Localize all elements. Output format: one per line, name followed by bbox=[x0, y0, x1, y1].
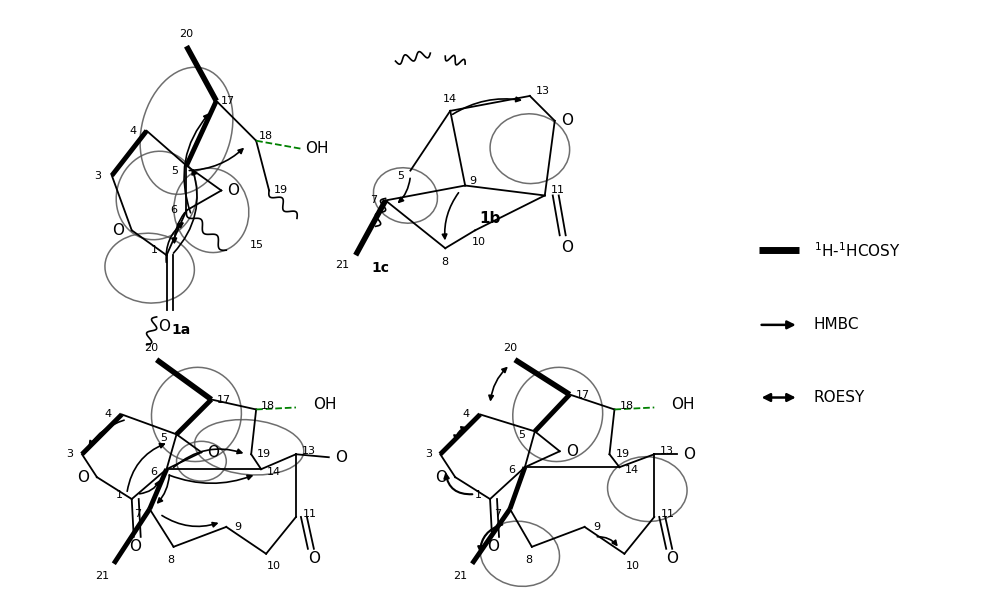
Text: 18: 18 bbox=[619, 401, 633, 411]
Text: O: O bbox=[308, 551, 320, 566]
Text: HMBC: HMBC bbox=[814, 317, 859, 332]
Text: 19: 19 bbox=[257, 449, 271, 459]
Text: 4: 4 bbox=[129, 126, 136, 136]
Text: OH: OH bbox=[313, 397, 337, 412]
Text: 19: 19 bbox=[615, 449, 629, 459]
Text: OH: OH bbox=[305, 141, 329, 156]
Text: O: O bbox=[159, 319, 171, 335]
Text: 17: 17 bbox=[576, 389, 590, 400]
Text: 1b: 1b bbox=[479, 211, 501, 226]
Text: 5: 5 bbox=[518, 430, 525, 440]
Text: ROESY: ROESY bbox=[814, 390, 865, 405]
Text: 8: 8 bbox=[167, 555, 174, 565]
Text: 20: 20 bbox=[145, 343, 159, 353]
Text: 5: 5 bbox=[160, 433, 167, 443]
Text: 1a: 1a bbox=[172, 323, 191, 337]
Text: 9: 9 bbox=[593, 522, 600, 532]
Text: 1: 1 bbox=[475, 490, 482, 500]
Text: 13: 13 bbox=[660, 446, 674, 456]
Text: 17: 17 bbox=[221, 96, 235, 106]
Text: 8: 8 bbox=[525, 555, 532, 565]
Text: 6: 6 bbox=[170, 206, 177, 215]
Text: 6: 6 bbox=[508, 465, 515, 475]
Text: O: O bbox=[207, 445, 219, 460]
Text: 13: 13 bbox=[302, 446, 316, 456]
Text: O: O bbox=[683, 447, 695, 462]
Text: 14: 14 bbox=[267, 467, 281, 477]
Text: O: O bbox=[487, 540, 499, 554]
Text: 17: 17 bbox=[217, 395, 231, 404]
Text: 8: 8 bbox=[442, 257, 449, 267]
Text: 21: 21 bbox=[453, 571, 467, 581]
Text: 14: 14 bbox=[443, 94, 457, 104]
Text: 21: 21 bbox=[95, 571, 109, 581]
Text: O: O bbox=[561, 113, 573, 128]
Text: 21: 21 bbox=[335, 260, 349, 270]
Text: 6: 6 bbox=[150, 467, 157, 477]
Text: 15: 15 bbox=[250, 240, 264, 250]
Text: 9: 9 bbox=[235, 522, 242, 532]
Text: 11: 11 bbox=[303, 509, 317, 519]
Text: 10: 10 bbox=[625, 561, 639, 571]
Text: 18: 18 bbox=[261, 401, 275, 411]
Text: 19: 19 bbox=[274, 186, 288, 196]
Text: 7: 7 bbox=[494, 509, 502, 519]
Text: 10: 10 bbox=[472, 237, 486, 247]
Text: O: O bbox=[77, 470, 89, 485]
Text: 3: 3 bbox=[94, 171, 101, 181]
Text: O: O bbox=[435, 470, 447, 485]
Text: O: O bbox=[129, 540, 141, 554]
Text: 20: 20 bbox=[503, 343, 517, 353]
Text: 1: 1 bbox=[116, 490, 123, 500]
Text: O: O bbox=[666, 551, 678, 566]
Text: O: O bbox=[227, 183, 239, 198]
Text: OH: OH bbox=[671, 397, 695, 412]
Text: 11: 11 bbox=[661, 509, 675, 519]
Text: 7: 7 bbox=[134, 509, 141, 519]
Text: 14: 14 bbox=[625, 465, 639, 475]
Text: 20: 20 bbox=[179, 29, 194, 39]
Text: 13: 13 bbox=[536, 86, 550, 96]
Text: 4: 4 bbox=[104, 410, 111, 420]
Text: O: O bbox=[112, 223, 124, 238]
Text: 18: 18 bbox=[259, 131, 273, 141]
Text: 1c: 1c bbox=[372, 261, 390, 275]
Text: 7: 7 bbox=[370, 196, 377, 206]
Text: 1: 1 bbox=[151, 245, 158, 255]
Text: 5: 5 bbox=[397, 171, 404, 181]
Text: $^{1}$H-$^{1}$HCOSY: $^{1}$H-$^{1}$HCOSY bbox=[814, 241, 900, 259]
Text: O: O bbox=[566, 444, 578, 459]
Text: O: O bbox=[561, 240, 573, 255]
Text: 3: 3 bbox=[425, 449, 432, 459]
Text: 3: 3 bbox=[67, 449, 74, 459]
Text: 5: 5 bbox=[171, 165, 178, 176]
Text: 10: 10 bbox=[267, 561, 281, 571]
Text: O: O bbox=[335, 450, 347, 465]
Text: 9: 9 bbox=[470, 176, 477, 186]
Text: 11: 11 bbox=[551, 186, 565, 196]
Text: 4: 4 bbox=[463, 410, 470, 420]
